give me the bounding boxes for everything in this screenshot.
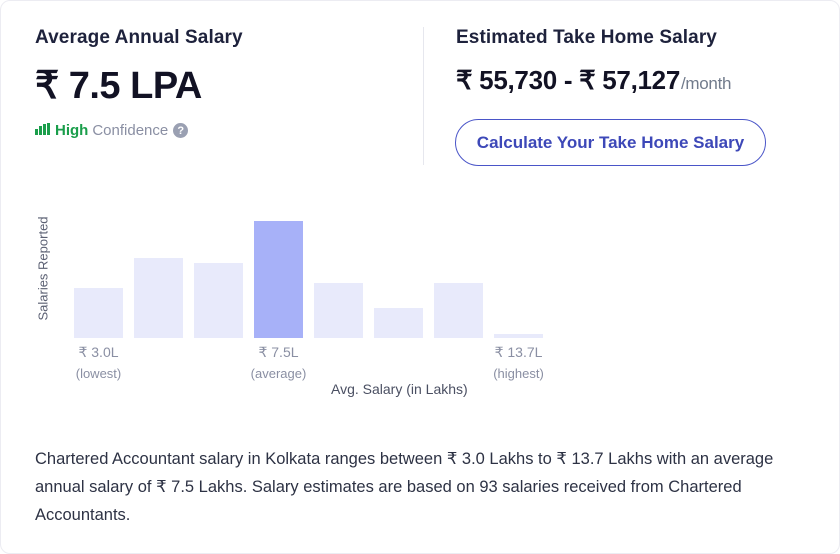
chart-tick-sublabel: (lowest) [75,366,122,381]
confidence-label: Confidence [92,122,169,139]
chart-bar [254,221,303,338]
chart-bar [374,308,423,338]
chart-x-axis-label: Avg. Salary (in Lakhs) [331,381,468,397]
chart-tick-sublabel: (average) [250,366,307,381]
chart-bar [134,258,183,338]
take-home-value: ₹ 55,730 - ₹ 57,127 [456,65,680,95]
chart-tick-value: ₹ 7.5L [258,344,299,360]
average-salary-value: ₹ 7.5 LPA [35,65,202,107]
chart-tick-label: ₹ 3.0L (lowest) [69,344,129,381]
chart-bar [194,263,243,338]
chart-tick-label: ₹ 13.7L (highest) [489,344,549,381]
take-home-range: ₹ 55,730 - ₹ 57,127/month [456,65,731,96]
average-salary-title: Average Annual Salary [35,27,243,48]
calculate-take-home-button[interactable]: Calculate Your Take Home Salary [455,119,766,166]
chart-y-axis-label: Salaries Reported [35,216,51,321]
chart-tick-sublabel: (highest) [493,366,544,381]
confidence-level: High [55,122,89,139]
chart-bar [434,283,483,338]
chart-bar [74,288,123,338]
signal-bars-icon [35,122,50,139]
salary-description: Chartered Accountant salary in Kolkata r… [35,450,774,524]
chart-tick-label: ₹ 7.5L (average) [249,344,309,381]
chart-bars [74,201,554,338]
help-icon[interactable]: ? [173,123,189,138]
chart-bar [494,334,543,338]
chart-tick-value: ₹ 13.7L [494,344,543,360]
chart-bar [314,283,363,338]
take-home-period: /month [680,74,732,93]
chart-tick-value: ₹ 3.0L [78,344,119,360]
confidence-indicator: High Confidence ? [35,122,189,139]
salary-distribution-chart: Salaries Reported ₹ 3.0L (lowest) ₹ 7.5L (a… [31,201,571,401]
take-home-title: Estimated Take Home Salary [456,27,717,48]
section-divider [423,27,424,165]
